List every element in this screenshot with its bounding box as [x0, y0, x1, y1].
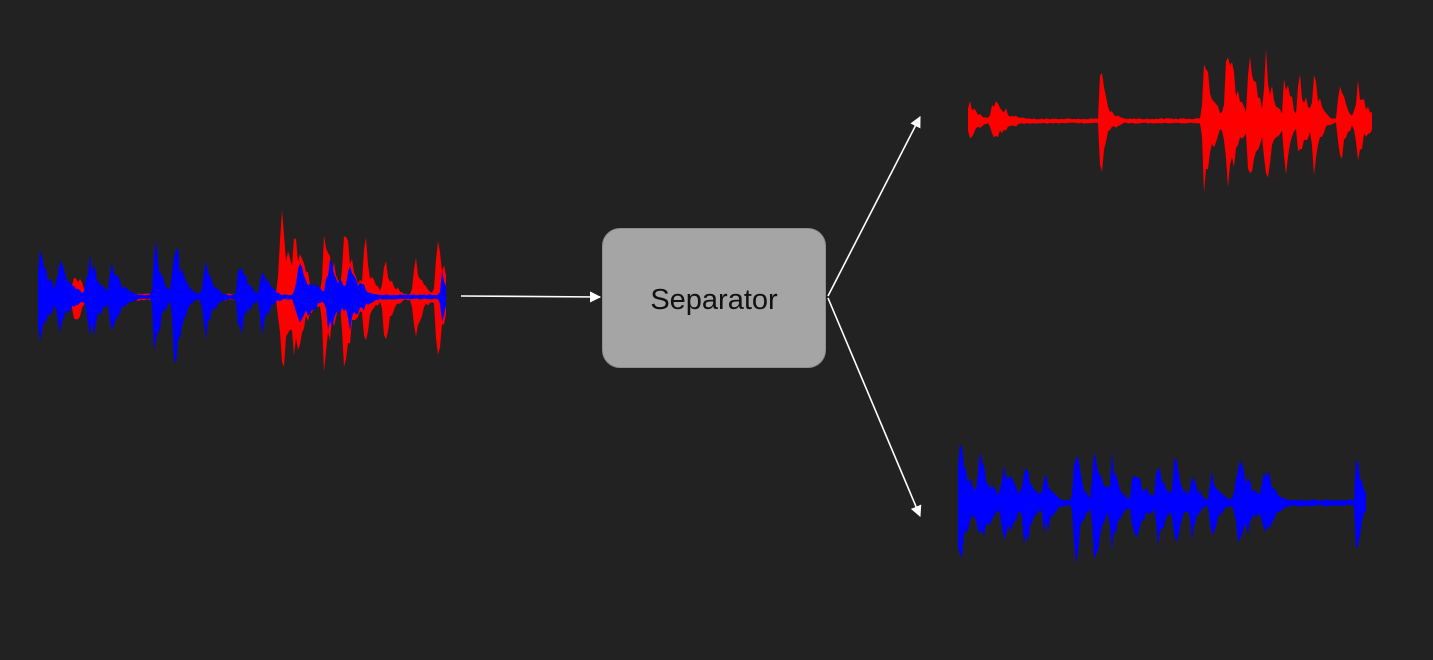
separator-label: Separator	[650, 283, 778, 316]
blue-source-waveform	[958, 444, 1366, 564]
red-source-waveform	[968, 48, 1372, 194]
mixed-blue-component	[38, 240, 446, 364]
mixed-red-component	[40, 210, 446, 372]
output-arrow-top	[827, 116, 921, 297]
separator-box: Separator	[602, 228, 826, 368]
mixed-waveform	[38, 210, 446, 372]
input-arrow	[460, 291, 602, 303]
output-arrow-bottom	[827, 297, 922, 518]
